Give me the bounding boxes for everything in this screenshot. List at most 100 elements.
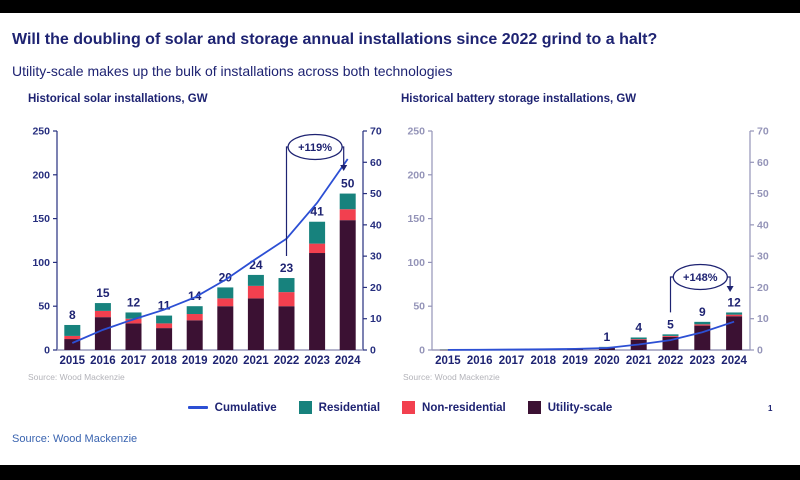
annotation-ellipse (287, 133, 343, 161)
year-label: 2020 (594, 355, 620, 367)
bar-segment-non-residential (694, 324, 711, 326)
year-label: 2019 (182, 355, 208, 367)
bar-segment-utility-scale (156, 328, 173, 350)
legend-item-cumulative: Cumulative (187, 401, 277, 414)
bar-segment-residential (64, 324, 81, 336)
left-tick-label: 50 (38, 301, 50, 313)
footer-source: Source: Wood Mackenzie (12, 433, 138, 445)
right-tick-label: 20 (757, 282, 769, 294)
annotation-label: +119% (298, 142, 332, 154)
year-label: 2018 (151, 355, 177, 367)
bar-segment-residential (309, 221, 326, 244)
bar-total-label: 12 (127, 295, 141, 309)
bar-segment-utility-scale (64, 339, 81, 350)
legend-item-utility-scale: Utility-scale (527, 401, 612, 414)
bar-segment-non-residential (247, 285, 264, 299)
year-label: 2017 (499, 355, 525, 367)
bar-segment-non-residential (630, 339, 647, 340)
bar-segment-utility-scale (94, 317, 111, 350)
bar-segment-residential (694, 321, 711, 325)
solar-chart-source: Source: Wood Mackenzie (28, 372, 125, 382)
bar-segment-residential (156, 315, 173, 324)
bar-segment-residential (339, 193, 356, 210)
legend: Cumulative Residential Non-residential Util… (0, 401, 800, 414)
left-tick-label: 150 (32, 213, 50, 225)
year-label: 2024 (721, 355, 747, 367)
bar-segment-utility-scale (339, 220, 356, 350)
bar-segment-non-residential (186, 314, 203, 321)
left-tick-label: 200 (32, 169, 50, 181)
year-label: 2019 (562, 355, 588, 367)
bar-segment-non-residential (217, 298, 234, 307)
legend-item-residential: Residential (298, 401, 381, 414)
page-title: Will the doubling of solar and storage a… (12, 31, 658, 48)
year-label: 2016 (90, 355, 116, 367)
battery-chart-title: Historical battery storage installations… (401, 93, 637, 105)
annotation-label: +148% (683, 272, 718, 284)
bar-segment-utility-scale (125, 323, 142, 350)
bar-total-label: 9 (699, 305, 706, 319)
year-label: 2022 (274, 355, 300, 367)
bar-segment-non-residential (662, 335, 679, 337)
bar-segment-utility-scale (694, 325, 711, 350)
year-label: 2017 (121, 355, 147, 367)
bar-segment-residential (125, 312, 142, 319)
year-label: 2020 (213, 355, 239, 367)
bottom-black-bar (0, 465, 800, 480)
bar-segment-non-residential (64, 335, 81, 340)
left-tick-label: 0 (419, 345, 425, 357)
right-tick-label: 0 (757, 345, 763, 357)
bar-total-label: 24 (249, 258, 263, 272)
legend-label: Non-residential (422, 401, 506, 414)
right-tick-label: 70 (370, 126, 382, 138)
year-label: 2018 (531, 355, 557, 367)
page-subtitle: Utility-scale makes up the bulk of insta… (12, 63, 453, 79)
bar-segment-residential (726, 312, 743, 315)
right-tick-label: 10 (370, 313, 382, 325)
solar-chart: 0 50 100 150 200 250 0 10 20 30 40 50 60 70 8 2015 15 201… (32, 126, 382, 368)
annotation-arrow (726, 286, 734, 292)
legend-label: Residential (318, 401, 381, 414)
bar-total-label: 4 (635, 320, 642, 334)
left-tick-label: 250 (32, 126, 50, 138)
bar-segment-non-residential (125, 318, 142, 324)
left-tick-label: 0 (44, 345, 50, 357)
year-label: 2015 (435, 355, 461, 367)
right-tick-label: 50 (370, 188, 382, 200)
bar-segment-residential (630, 337, 647, 340)
bar-segment-utility-scale (247, 298, 264, 350)
left-tick-label: 100 (407, 257, 425, 269)
year-label: 2021 (243, 355, 269, 367)
bar-total-label: 15 (96, 286, 110, 300)
right-tick-label: 30 (370, 251, 382, 263)
bar-segment-utility-scale (217, 306, 234, 350)
right-tick-label: 30 (757, 251, 769, 263)
bar-segment-non-residential (278, 292, 295, 307)
year-label: 2015 (60, 355, 86, 367)
right-tick-label: 10 (757, 313, 769, 325)
right-tick-label: 50 (757, 188, 769, 200)
year-label: 2023 (690, 355, 716, 367)
legend-label: Cumulative (214, 401, 277, 414)
cumulative-line (71, 158, 349, 344)
bar-segment-non-residential (726, 314, 743, 317)
bar-segment-utility-scale (186, 320, 203, 350)
legend-item-non-residential: Non-residential (402, 401, 506, 414)
right-tick-label: 40 (757, 219, 769, 231)
bar-segment-residential (662, 334, 679, 336)
year-label: 2021 (626, 355, 652, 367)
left-tick-label: 150 (407, 213, 425, 225)
bar-segment-residential (94, 303, 111, 311)
top-black-bar (0, 0, 800, 13)
bar-segment-non-residential (339, 209, 356, 221)
bar-total-label: 50 (341, 177, 355, 191)
left-tick-label: 50 (413, 301, 425, 313)
year-label: 2023 (304, 355, 330, 367)
bar-segment-residential (217, 287, 234, 299)
page-number: 1 (768, 404, 773, 413)
bar-total-label: 8 (69, 308, 76, 322)
right-tick-label: 40 (370, 219, 382, 231)
bar-segment-non-residential (156, 323, 173, 329)
bar-total-label: 14 (188, 289, 202, 303)
bar-total-label: 1 (604, 330, 611, 344)
